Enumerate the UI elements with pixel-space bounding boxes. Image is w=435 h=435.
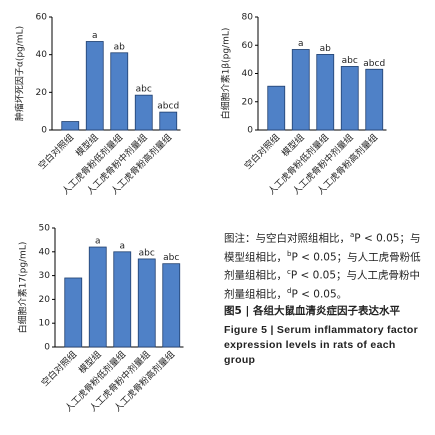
y-axis-label: 白细胞介素17(pg/mL) bbox=[17, 242, 29, 334]
note-text: P < 0.05；与人工虎骨粉中剂量组相比， bbox=[224, 269, 421, 301]
annotation: abc bbox=[139, 248, 155, 258]
caption-title-en: Figure 5 | Serum inflammatory factor exp… bbox=[224, 324, 419, 366]
annotation: abcd bbox=[363, 59, 385, 69]
y-tick-label: 20 bbox=[242, 97, 254, 107]
note-text: P < 0.05；与人工虎骨粉低剂量组相比， bbox=[224, 251, 421, 282]
bar bbox=[64, 277, 83, 348]
y-tick-label: 10 bbox=[39, 319, 51, 329]
y-tick-label: 40 bbox=[39, 247, 51, 257]
bar bbox=[61, 121, 80, 131]
note-superscript: c bbox=[287, 268, 291, 276]
annotation: abc bbox=[136, 85, 152, 95]
caption-title-cn: 图5 | 各组大鼠血清炎症因子表达水平 bbox=[224, 305, 400, 317]
y-tick-label: 30 bbox=[39, 271, 51, 281]
note-superscript: d bbox=[287, 286, 292, 295]
annotation: a bbox=[119, 241, 125, 251]
y-tick-label: 40 bbox=[36, 50, 48, 60]
bar bbox=[291, 49, 310, 131]
bar bbox=[316, 54, 335, 131]
y-tick-label: 20 bbox=[36, 88, 48, 98]
annotation: ab bbox=[114, 42, 126, 52]
annotation: abc bbox=[342, 56, 358, 66]
y-tick-label: 60 bbox=[36, 13, 48, 23]
annotation: abcd bbox=[157, 102, 179, 112]
note-text: P < 0.05。 bbox=[291, 288, 348, 300]
y-tick-label: 0 bbox=[44, 343, 50, 353]
y-tick-label: 0 bbox=[247, 126, 253, 136]
y-axis-label: 肿瘤坏死因子α(pg/mL) bbox=[14, 26, 26, 121]
annotation: a bbox=[92, 31, 98, 41]
note-text: 图注：与空白对照组相比， bbox=[224, 232, 350, 245]
y-tick-label: 80 bbox=[242, 13, 254, 23]
bar bbox=[88, 246, 107, 348]
note-superscript: b bbox=[287, 249, 292, 258]
x-tick-label: 空白对照组 bbox=[39, 348, 79, 388]
note-superscript: a bbox=[350, 231, 355, 239]
bar bbox=[340, 66, 359, 131]
y-tick-label: 40 bbox=[242, 69, 254, 79]
bar bbox=[134, 94, 153, 131]
bar bbox=[110, 52, 129, 131]
caption-note: 图注：与空白对照组相比，aP < 0.05；与模型组相比，bP < 0.05；与… bbox=[224, 228, 428, 302]
x-tick-label: 空白对照组 bbox=[36, 131, 76, 171]
y-axis-label: 白细胞介素1β(pg/mL) bbox=[220, 28, 232, 120]
bar bbox=[159, 111, 178, 131]
bar bbox=[162, 263, 181, 348]
annotation: a bbox=[298, 39, 304, 49]
y-tick-label: 60 bbox=[242, 41, 254, 51]
bar bbox=[85, 41, 104, 131]
y-tick-label: 50 bbox=[39, 224, 51, 234]
bar bbox=[137, 258, 156, 348]
y-tick-label: 20 bbox=[39, 295, 51, 305]
annotation: abc bbox=[163, 253, 179, 263]
caption: 图注：与空白对照组相比，aP < 0.05；与模型组相比，bP < 0.05；与… bbox=[224, 228, 428, 368]
x-tick-label: 空白对照组 bbox=[242, 131, 282, 171]
annotation: ab bbox=[320, 44, 332, 54]
bar bbox=[267, 85, 286, 131]
note-text: P < 0.05；与模型组相比， bbox=[224, 232, 421, 264]
bar bbox=[365, 68, 384, 131]
annotation: a bbox=[95, 237, 101, 247]
bar bbox=[113, 251, 132, 348]
y-tick-label: 0 bbox=[41, 126, 47, 136]
